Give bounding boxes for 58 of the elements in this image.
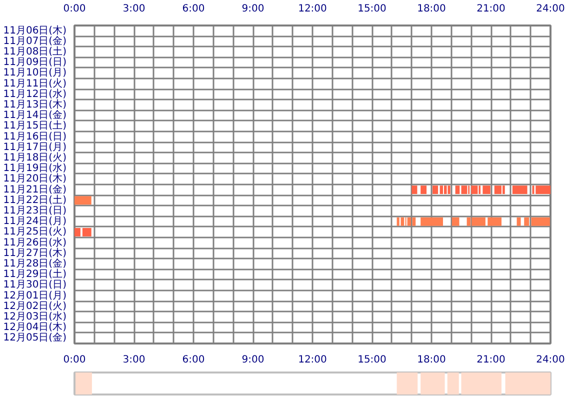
y-tick-label: 11月21日(金) — [3, 183, 67, 196]
bar — [536, 186, 550, 194]
x2-tick-label: 3:00 — [122, 354, 146, 366]
y-tick-label: 11月16日(日) — [3, 131, 67, 142]
y-tick-label: 11月24日(月) — [3, 216, 67, 228]
y-tick-label: 11月08日(土) — [3, 46, 67, 58]
y-tick-label: 11月25日(火) — [3, 226, 67, 238]
x2-tick-label: 18:00 — [417, 354, 446, 366]
x2-tick-label: 12:00 — [298, 354, 327, 366]
bar — [75, 372, 92, 394]
x-tick-label: 12:00 — [298, 4, 327, 14]
x2-tick-label: 24:00 — [536, 354, 565, 366]
y-tick-label: 11月11日(火) — [3, 77, 67, 90]
y-tick-label: 11月06日(木) — [3, 24, 67, 36]
x-tick-label: 0:00 — [63, 4, 86, 14]
bar — [420, 372, 445, 394]
x-tick-label: 15:00 — [358, 4, 386, 14]
y-tick-label: 11月30日(日) — [3, 280, 67, 291]
y-tick-label: 11月27日(木) — [3, 246, 67, 259]
bar — [396, 372, 418, 394]
x2-tick-label: 9:00 — [242, 354, 264, 366]
y-tick-label: 11月07日(金) — [3, 34, 67, 47]
y-tick-label: 11月15日(土) — [3, 120, 67, 132]
x2-tick-label: 6:00 — [182, 354, 205, 366]
y-tick-label: 11月22日(土) — [3, 194, 67, 206]
y-tick-label: 12月03日(水) — [3, 310, 67, 322]
y-tick-label: 11月14日(金) — [3, 109, 67, 122]
x2-tick-label: 0:00 — [63, 354, 86, 366]
x-tick-label: 21:00 — [476, 4, 506, 14]
bar — [420, 186, 427, 194]
x-tick-label: 9:00 — [242, 4, 264, 14]
x-tick-label: 24:00 — [536, 4, 565, 14]
y-tick-label: 11月17日(月) — [3, 142, 67, 153]
y-tick-label: 11月09日(日) — [3, 57, 67, 68]
y-tick-label: 11月18日(火) — [3, 152, 67, 164]
y-tick-label: 12月01日(月) — [3, 290, 67, 302]
y-tick-label: 11月23日(日) — [3, 206, 67, 216]
bar — [461, 372, 502, 394]
y-tick-label: 11月28日(金) — [3, 258, 67, 270]
y-tick-label: 11月10日(月) — [3, 68, 67, 79]
x-tick-label: 3:00 — [122, 4, 146, 14]
y-tick-label: 12月02日(火) — [3, 300, 67, 312]
y-tick-label: 11月19日(水) — [3, 162, 67, 174]
x-tick-label: 6:00 — [182, 4, 205, 14]
y-tick-label: 11月13日(木) — [3, 98, 67, 110]
x-tick-label: 18:00 — [417, 4, 446, 14]
y-tick-label: 11月29日(土) — [3, 268, 67, 280]
bar — [512, 186, 528, 194]
y-tick-label: 11月20日(木) — [3, 172, 67, 185]
x2-tick-label: 21:00 — [476, 354, 506, 366]
x2-tick-label: 15:00 — [358, 354, 386, 366]
bar — [505, 372, 550, 394]
bar — [82, 228, 92, 236]
bar — [447, 372, 459, 394]
y-tick-label: 11月12日(水) — [3, 88, 67, 100]
y-tick-label: 12月04日(木) — [3, 321, 67, 334]
y-tick-label: 11月26日(水) — [3, 236, 67, 248]
y-tick-label: 12月05日(金) — [3, 332, 67, 344]
